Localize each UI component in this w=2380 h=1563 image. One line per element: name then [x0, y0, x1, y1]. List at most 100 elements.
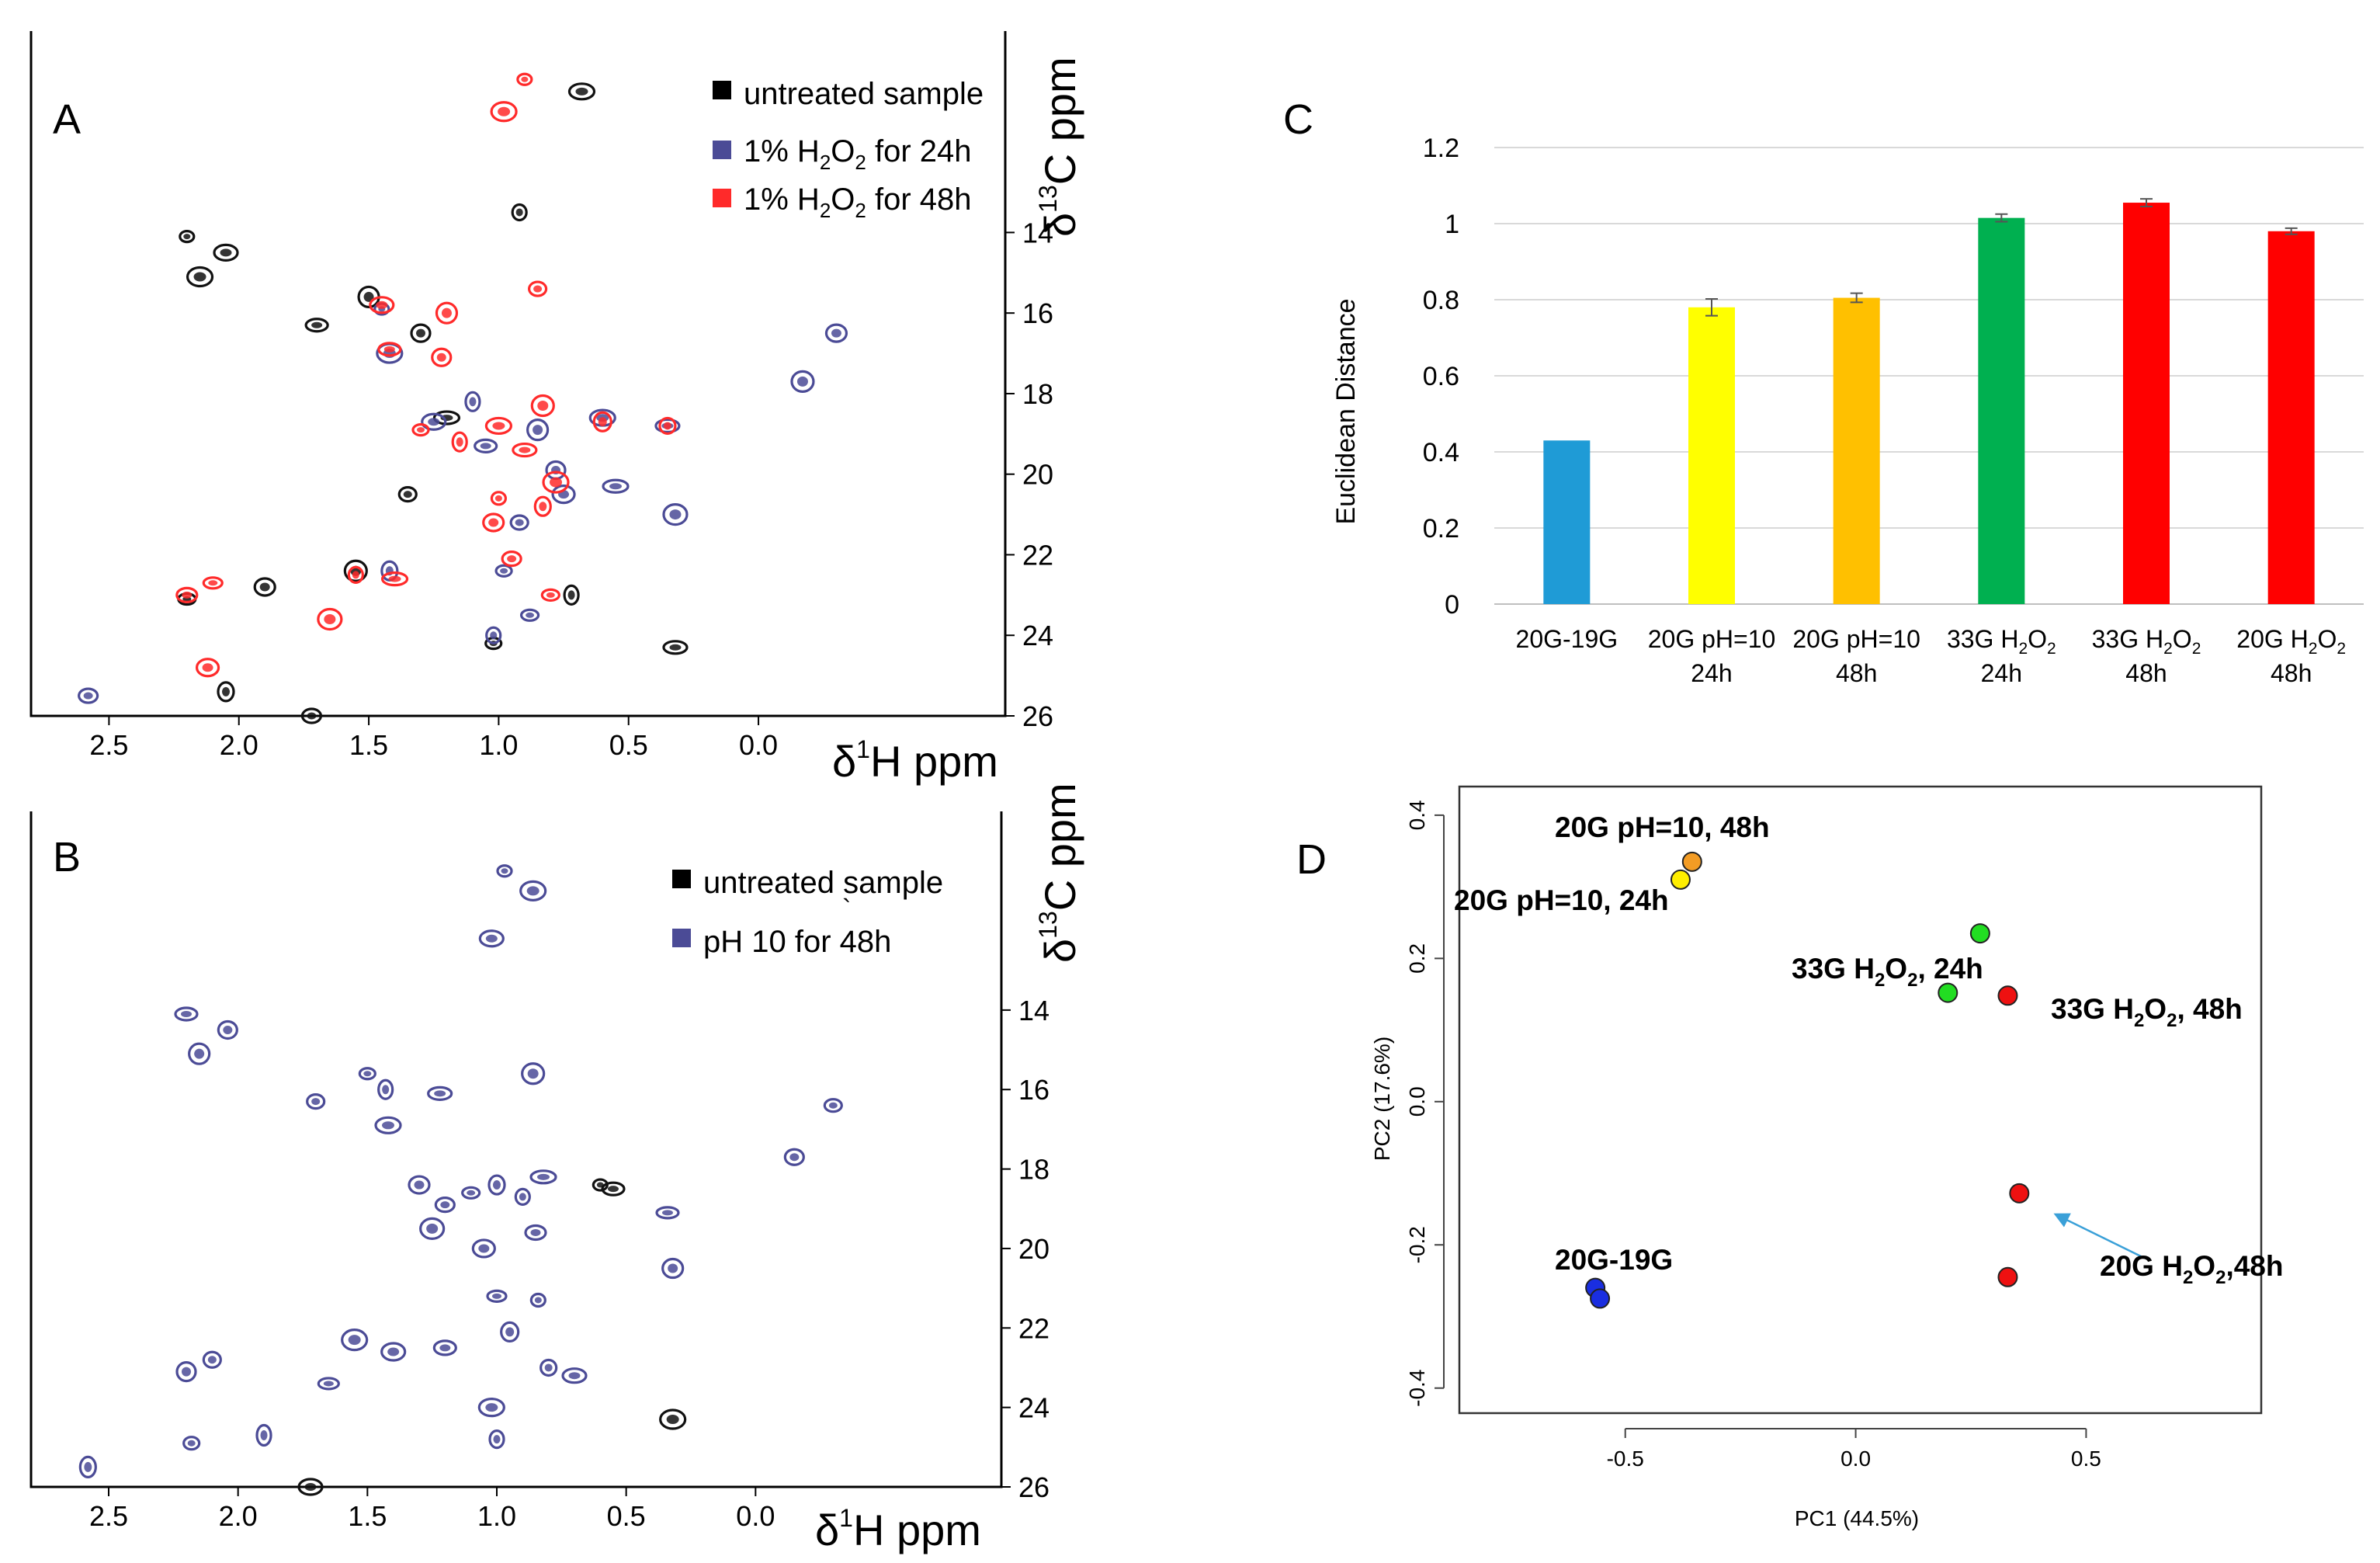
nmr-peak-core — [222, 686, 230, 696]
nmr-peak — [654, 418, 681, 434]
nmr-peak — [377, 1078, 394, 1100]
panel-d-x-axis-label: PC1 (44.5%) — [1795, 1506, 1919, 1530]
bar — [1688, 307, 1735, 604]
x-label-delta: δ — [815, 1506, 839, 1554]
nmr-peak — [659, 1408, 687, 1430]
nmr-peak-core — [441, 307, 452, 318]
y-tick-label: 14 — [1022, 217, 1053, 248]
nmr-peak — [380, 1342, 407, 1362]
category-label: 20G-19G — [1516, 625, 1618, 653]
nmr-peak-core — [478, 1244, 490, 1253]
nmr-peak — [486, 1289, 508, 1303]
pca-point — [2009, 1183, 2030, 1204]
y-tick-label: 16 — [1018, 1074, 1049, 1106]
panel-d-annotation-arrow — [2053, 1213, 2145, 1259]
nmr-peak — [397, 486, 418, 503]
nmr-peak-core — [526, 612, 535, 618]
nmr-peak-core — [311, 1098, 321, 1106]
nmr-peak — [432, 1339, 457, 1356]
nmr-peak — [790, 370, 815, 393]
legend-swatch-untreated — [672, 870, 691, 888]
nmr-peak-core — [492, 422, 505, 430]
bar — [1833, 297, 1880, 604]
category-label-line2: 24h — [1981, 659, 2022, 687]
error-bar — [1995, 213, 2008, 223]
nmr-peak — [602, 478, 630, 494]
category-label: 20G H2O2 — [2236, 625, 2346, 658]
nmr-peak-core — [498, 106, 511, 116]
y-label-delta: δ — [1036, 213, 1084, 237]
panel-c-bars — [1543, 198, 2315, 604]
y-tick-label: 0.2 — [1405, 943, 1429, 974]
nmr-peak-core — [537, 401, 549, 412]
nmr-peak — [540, 588, 560, 602]
nmr-peak-core — [575, 87, 588, 96]
legend-swatch-ph10 — [672, 929, 691, 947]
error-bar — [1850, 292, 1863, 304]
nmr-peak — [474, 438, 498, 453]
category-label: 20G pH=10 — [1648, 625, 1776, 653]
x-tick-label: 0.5 — [607, 1500, 646, 1532]
nmr-peak-core — [539, 502, 547, 512]
legend-label-h2o2-48h: 1% H2O2 for 48h — [744, 182, 972, 222]
x-tick-label: 0.5 — [609, 729, 648, 761]
panel-a-x-ticks: 2.5 2.0 1.5 1.0 0.5 0.0 — [89, 716, 778, 761]
nmr-peak-core — [668, 1263, 678, 1273]
y-tick-label: 0 — [1445, 590, 1459, 620]
nmr-peak — [490, 491, 508, 506]
nmr-peak — [524, 1224, 547, 1242]
nmr-peak — [461, 1186, 481, 1200]
y-label-rest: C ppm — [1036, 57, 1084, 185]
panel-d-y-axis-label: PC2 (17.6%) — [1370, 1037, 1394, 1161]
nmr-peak — [434, 1197, 456, 1214]
annotation-20g-h2o2-48h: 20G H2O2,48h — [2100, 1250, 2283, 1288]
nmr-peak — [662, 640, 689, 655]
nmr-peak-core — [376, 300, 388, 309]
panel-d-plot-frame — [1458, 785, 2263, 1415]
nmr-peak-core — [426, 1223, 439, 1234]
x-label-delta: δ — [832, 737, 856, 786]
nmr-peak-core — [304, 1483, 317, 1491]
x-tick-label: 0.0 — [736, 1500, 775, 1532]
y-label-rest: C ppm — [1036, 783, 1084, 911]
nmr-peak-core — [193, 272, 206, 282]
nmr-peak — [516, 72, 533, 86]
nmr-peak — [217, 1019, 238, 1040]
nmr-peak-core — [485, 934, 498, 943]
nmr-peak — [432, 410, 461, 425]
nmr-peak — [435, 301, 459, 325]
nmr-peak — [567, 82, 596, 101]
nmr-peak-core — [546, 592, 555, 598]
nmr-peak-core — [501, 868, 508, 874]
category-label: 33G H2O2 — [1947, 625, 2056, 658]
nmr-peak-core — [323, 1381, 334, 1387]
nmr-peak-core — [796, 376, 808, 387]
nmr-peak — [341, 1329, 369, 1352]
nmr-peak — [186, 266, 214, 288]
nmr-peak — [300, 707, 323, 724]
y-tick-label: 22 — [1022, 539, 1053, 571]
panel-d-points — [1585, 851, 2030, 1309]
panel-d-axis-ticks: -0.5 0.0 0.5 -0.4 -0.2 0.0 0.2 0.4 — [1405, 800, 2101, 1471]
nmr-peak — [501, 551, 522, 568]
nmr-peak-core — [182, 591, 193, 599]
panel-d-annotations: 20G pH=10, 48h 20G pH=10, 24h 33G H2O2, … — [1454, 811, 2283, 1288]
nmr-peak-core — [521, 76, 529, 82]
nmr-peak-core — [831, 328, 841, 338]
y-tick-label: -0.4 — [1405, 1370, 1429, 1407]
nmr-peak — [431, 347, 453, 367]
nmr-peak — [514, 1187, 531, 1207]
nmr-peak-core — [363, 291, 374, 302]
panel-b-x-axis-label: δ1H ppm — [815, 1504, 981, 1554]
nmr-peak-core — [507, 555, 517, 563]
nmr-peak-core — [182, 1367, 191, 1377]
nmr-peak-core — [414, 1180, 425, 1190]
nmr-peak — [661, 1257, 685, 1280]
nmr-peak-core — [485, 1403, 498, 1412]
nmr-peak — [824, 323, 848, 343]
x-label-rest: H ppm — [870, 737, 998, 786]
nmr-peak-core — [537, 1173, 550, 1180]
nmr-peak-core — [488, 518, 499, 527]
nmr-peak-core — [663, 422, 671, 430]
